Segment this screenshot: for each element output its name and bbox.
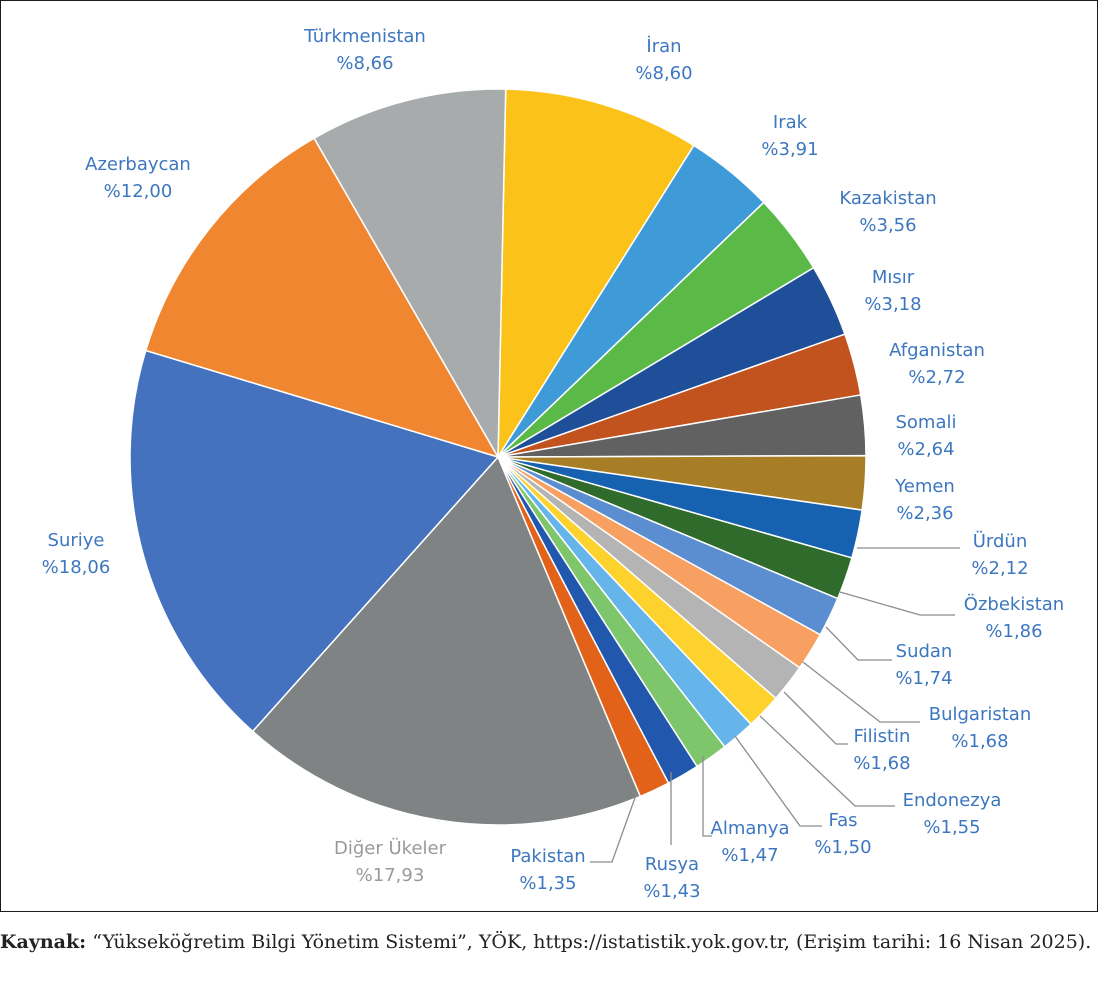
leader-line: [702, 756, 712, 837]
slice-label: Afganistan: [889, 340, 985, 361]
slice-value-label: %8,60: [635, 63, 692, 84]
slice-label: Somali: [895, 412, 956, 433]
slice-value-label: %3,56: [859, 215, 916, 236]
slice-label: İran: [646, 36, 681, 57]
slice-value-label: %12,00: [104, 181, 173, 202]
slice-label: Bulgaristan: [929, 704, 1032, 725]
slice-value-label: %2,36: [896, 503, 953, 524]
leader-line: [839, 591, 955, 616]
leader-line: [825, 626, 892, 661]
slice-value-label: %2,12: [971, 558, 1028, 579]
slice-value-label: %1,74: [895, 668, 952, 689]
leader-line: [734, 735, 822, 827]
slice-value-label: %1,50: [814, 837, 871, 858]
slice-label: Kazakistan: [839, 188, 936, 209]
leader-line: [783, 691, 848, 745]
slice-label: Diğer Ükeler: [334, 837, 447, 859]
slice-label: Mısır: [872, 267, 915, 288]
pie-slice: [144, 137, 500, 459]
slice-value-label: %1,55: [923, 817, 980, 838]
slice-label: Irak: [773, 112, 808, 133]
slice-label: Özbekistan: [964, 593, 1064, 615]
slice-value-label: %3,18: [864, 294, 921, 315]
slice-value-label: %2,72: [908, 367, 965, 388]
slice-label: Yemen: [894, 476, 955, 497]
slice-value-label: %1,47: [721, 845, 778, 866]
slice-value-label: %2,64: [897, 439, 954, 460]
slice-label: Sudan: [896, 641, 953, 662]
pie-slice: [497, 88, 695, 460]
slice-label: Türkmenistan: [303, 26, 426, 47]
leader-line: [759, 715, 895, 807]
source-note: Kaynak: “Yükseköğretim Bilgi Yönetim Sis…: [0, 928, 1100, 956]
slice-label: Almanya: [711, 818, 790, 839]
source-text: “Yükseköğretim Bilgi Yönetim Sistemi”, Y…: [86, 931, 1092, 953]
slice-value-label: %1,68: [951, 731, 1008, 752]
slice-label: Suriye: [48, 530, 105, 551]
slice-label: Filistin: [854, 726, 911, 747]
slice-label: Rusya: [645, 854, 699, 875]
slice-label: Ürdün: [973, 530, 1028, 552]
source-prefix: Kaynak:: [0, 931, 87, 953]
leader-line: [802, 661, 920, 723]
slice-label: Pakistan: [510, 846, 585, 867]
slice-value-label: %17,93: [356, 865, 425, 886]
pie-chart: İran %8,60 Irak %3,91 Kazakistan %3,56 Mısır %3…: [42, 26, 1065, 902]
pie-slice: [313, 88, 507, 460]
slice-label: Endonezya: [903, 790, 1002, 811]
slice-value-label: %1,35: [519, 873, 576, 894]
slice-value-label: %1,86: [985, 621, 1042, 642]
slice-value-label: %8,66: [336, 53, 393, 74]
slice-value-label: %3,91: [761, 139, 818, 160]
slice-value-label: %1,68: [853, 753, 910, 774]
slice-value-label: %18,06: [42, 557, 111, 578]
pie-slice: [129, 349, 500, 733]
pie-slice: [251, 455, 642, 826]
slice-label: Fas: [828, 810, 857, 831]
leader-line: [590, 794, 637, 863]
slice-value-label: %1,43: [643, 881, 700, 902]
slice-label: Azerbaycan: [85, 154, 191, 175]
